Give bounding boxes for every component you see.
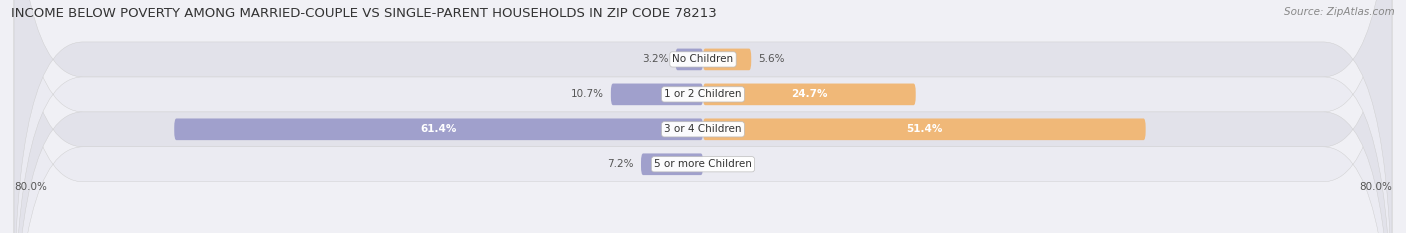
FancyBboxPatch shape	[610, 84, 703, 105]
Text: 5.6%: 5.6%	[758, 55, 785, 64]
Text: 80.0%: 80.0%	[14, 182, 46, 192]
FancyBboxPatch shape	[703, 49, 751, 70]
Text: 24.7%: 24.7%	[792, 89, 828, 99]
Text: 10.7%: 10.7%	[571, 89, 605, 99]
FancyBboxPatch shape	[14, 0, 1392, 233]
FancyBboxPatch shape	[641, 154, 703, 175]
Text: 1 or 2 Children: 1 or 2 Children	[664, 89, 742, 99]
FancyBboxPatch shape	[703, 118, 1146, 140]
Text: 80.0%: 80.0%	[1360, 182, 1392, 192]
Text: 3 or 4 Children: 3 or 4 Children	[664, 124, 742, 134]
Text: 61.4%: 61.4%	[420, 124, 457, 134]
Text: 51.4%: 51.4%	[905, 124, 942, 134]
FancyBboxPatch shape	[14, 0, 1392, 233]
FancyBboxPatch shape	[675, 49, 703, 70]
FancyBboxPatch shape	[14, 0, 1392, 233]
Text: INCOME BELOW POVERTY AMONG MARRIED-COUPLE VS SINGLE-PARENT HOUSEHOLDS IN ZIP COD: INCOME BELOW POVERTY AMONG MARRIED-COUPL…	[11, 7, 717, 20]
FancyBboxPatch shape	[703, 84, 915, 105]
Text: No Children: No Children	[672, 55, 734, 64]
Text: 3.2%: 3.2%	[643, 55, 669, 64]
Text: Source: ZipAtlas.com: Source: ZipAtlas.com	[1284, 7, 1395, 17]
Text: 0.0%: 0.0%	[710, 159, 737, 169]
FancyBboxPatch shape	[14, 0, 1392, 233]
FancyBboxPatch shape	[174, 118, 703, 140]
Text: 7.2%: 7.2%	[607, 159, 634, 169]
Text: 5 or more Children: 5 or more Children	[654, 159, 752, 169]
